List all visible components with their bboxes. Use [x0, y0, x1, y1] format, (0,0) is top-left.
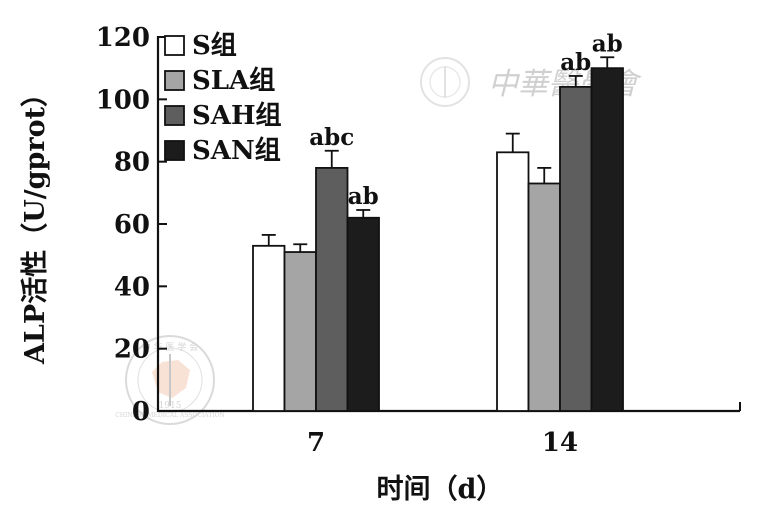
y-tick-label: 80 [114, 148, 150, 178]
legend-swatch [164, 35, 185, 56]
significance-label: ab [560, 49, 591, 76]
legend-swatch [164, 140, 185, 161]
legend: S组 SLA组 SAH组 SAN组 [164, 30, 282, 166]
x-axis-title: 时间（d） [377, 474, 504, 505]
significance-label: ab [592, 30, 623, 57]
bar [559, 85, 593, 412]
legend-label: S组 [192, 30, 237, 61]
watermark-seal-year: 1915 [159, 401, 182, 411]
y-axis-title: ALP活性（U/gprot） [20, 80, 51, 365]
watermark-emblem-icon [420, 57, 470, 107]
bar [315, 166, 349, 412]
bar [590, 67, 624, 412]
watermark-seal-icon: 中 华 医 学 会 CHINESE MEDICAL ASSOCIATION 19… [115, 335, 225, 425]
y-tick-label: 0 [132, 397, 150, 427]
y-tick-label: 40 [114, 272, 150, 302]
x-tick-label: 7 [307, 428, 325, 458]
bar [283, 251, 317, 412]
legend-label: SLA组 [192, 65, 275, 96]
watermark-seal-text: 中 华 医 学 会 [142, 341, 198, 353]
bar [346, 216, 380, 412]
significance-label: ab [348, 183, 379, 210]
y-tick-label: 100 [96, 85, 150, 115]
x-tick-label: 14 [542, 428, 578, 458]
bar [252, 244, 286, 412]
y-tick-label: 120 [96, 23, 150, 53]
legend-swatch [164, 105, 185, 126]
bar [496, 151, 530, 412]
significance-label: abc [309, 124, 354, 151]
watermark-seal-sub: CHINESE MEDICAL ASSOCIATION [115, 412, 225, 419]
legend-swatch [164, 70, 185, 91]
legend-label: SAH组 [192, 100, 282, 131]
y-tick-label: 60 [114, 210, 150, 240]
y-tick-label: 20 [114, 335, 150, 365]
legend-label: SAN组 [192, 135, 281, 166]
bar [527, 182, 561, 412]
